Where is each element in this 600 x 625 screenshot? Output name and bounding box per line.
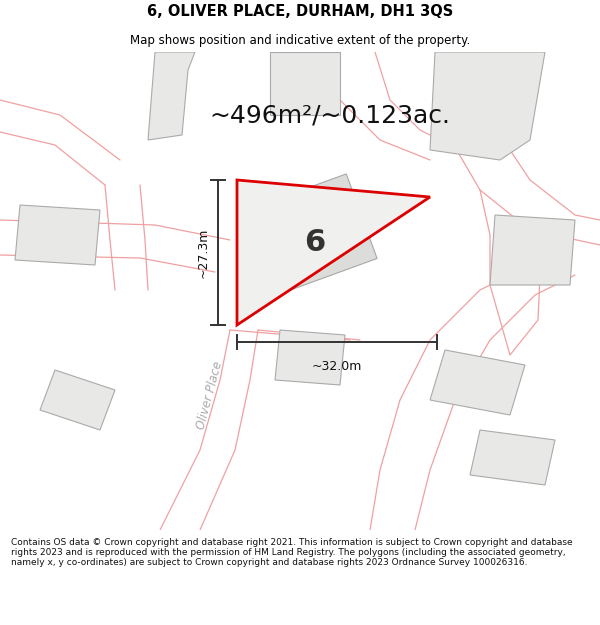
Polygon shape [275, 330, 345, 385]
Polygon shape [490, 215, 575, 285]
Text: Contains OS data © Crown copyright and database right 2021. This information is : Contains OS data © Crown copyright and d… [11, 538, 572, 568]
Polygon shape [40, 370, 115, 430]
Polygon shape [470, 430, 555, 485]
Text: ~32.0m: ~32.0m [312, 360, 362, 373]
Text: Map shows position and indicative extent of the property.: Map shows position and indicative extent… [130, 34, 470, 47]
Text: Oliver Place: Oliver Place [194, 359, 226, 431]
Polygon shape [430, 350, 525, 415]
Text: ~496m²/~0.123ac.: ~496m²/~0.123ac. [209, 103, 451, 127]
Text: ~27.3m: ~27.3m [197, 228, 209, 278]
Polygon shape [15, 205, 100, 265]
Polygon shape [430, 52, 545, 160]
Text: 6, OLIVER PLACE, DURHAM, DH1 3QS: 6, OLIVER PLACE, DURHAM, DH1 3QS [147, 4, 453, 19]
Polygon shape [237, 180, 430, 325]
Polygon shape [270, 52, 340, 115]
Polygon shape [148, 52, 195, 140]
Text: 6: 6 [304, 228, 326, 256]
Polygon shape [243, 174, 377, 296]
